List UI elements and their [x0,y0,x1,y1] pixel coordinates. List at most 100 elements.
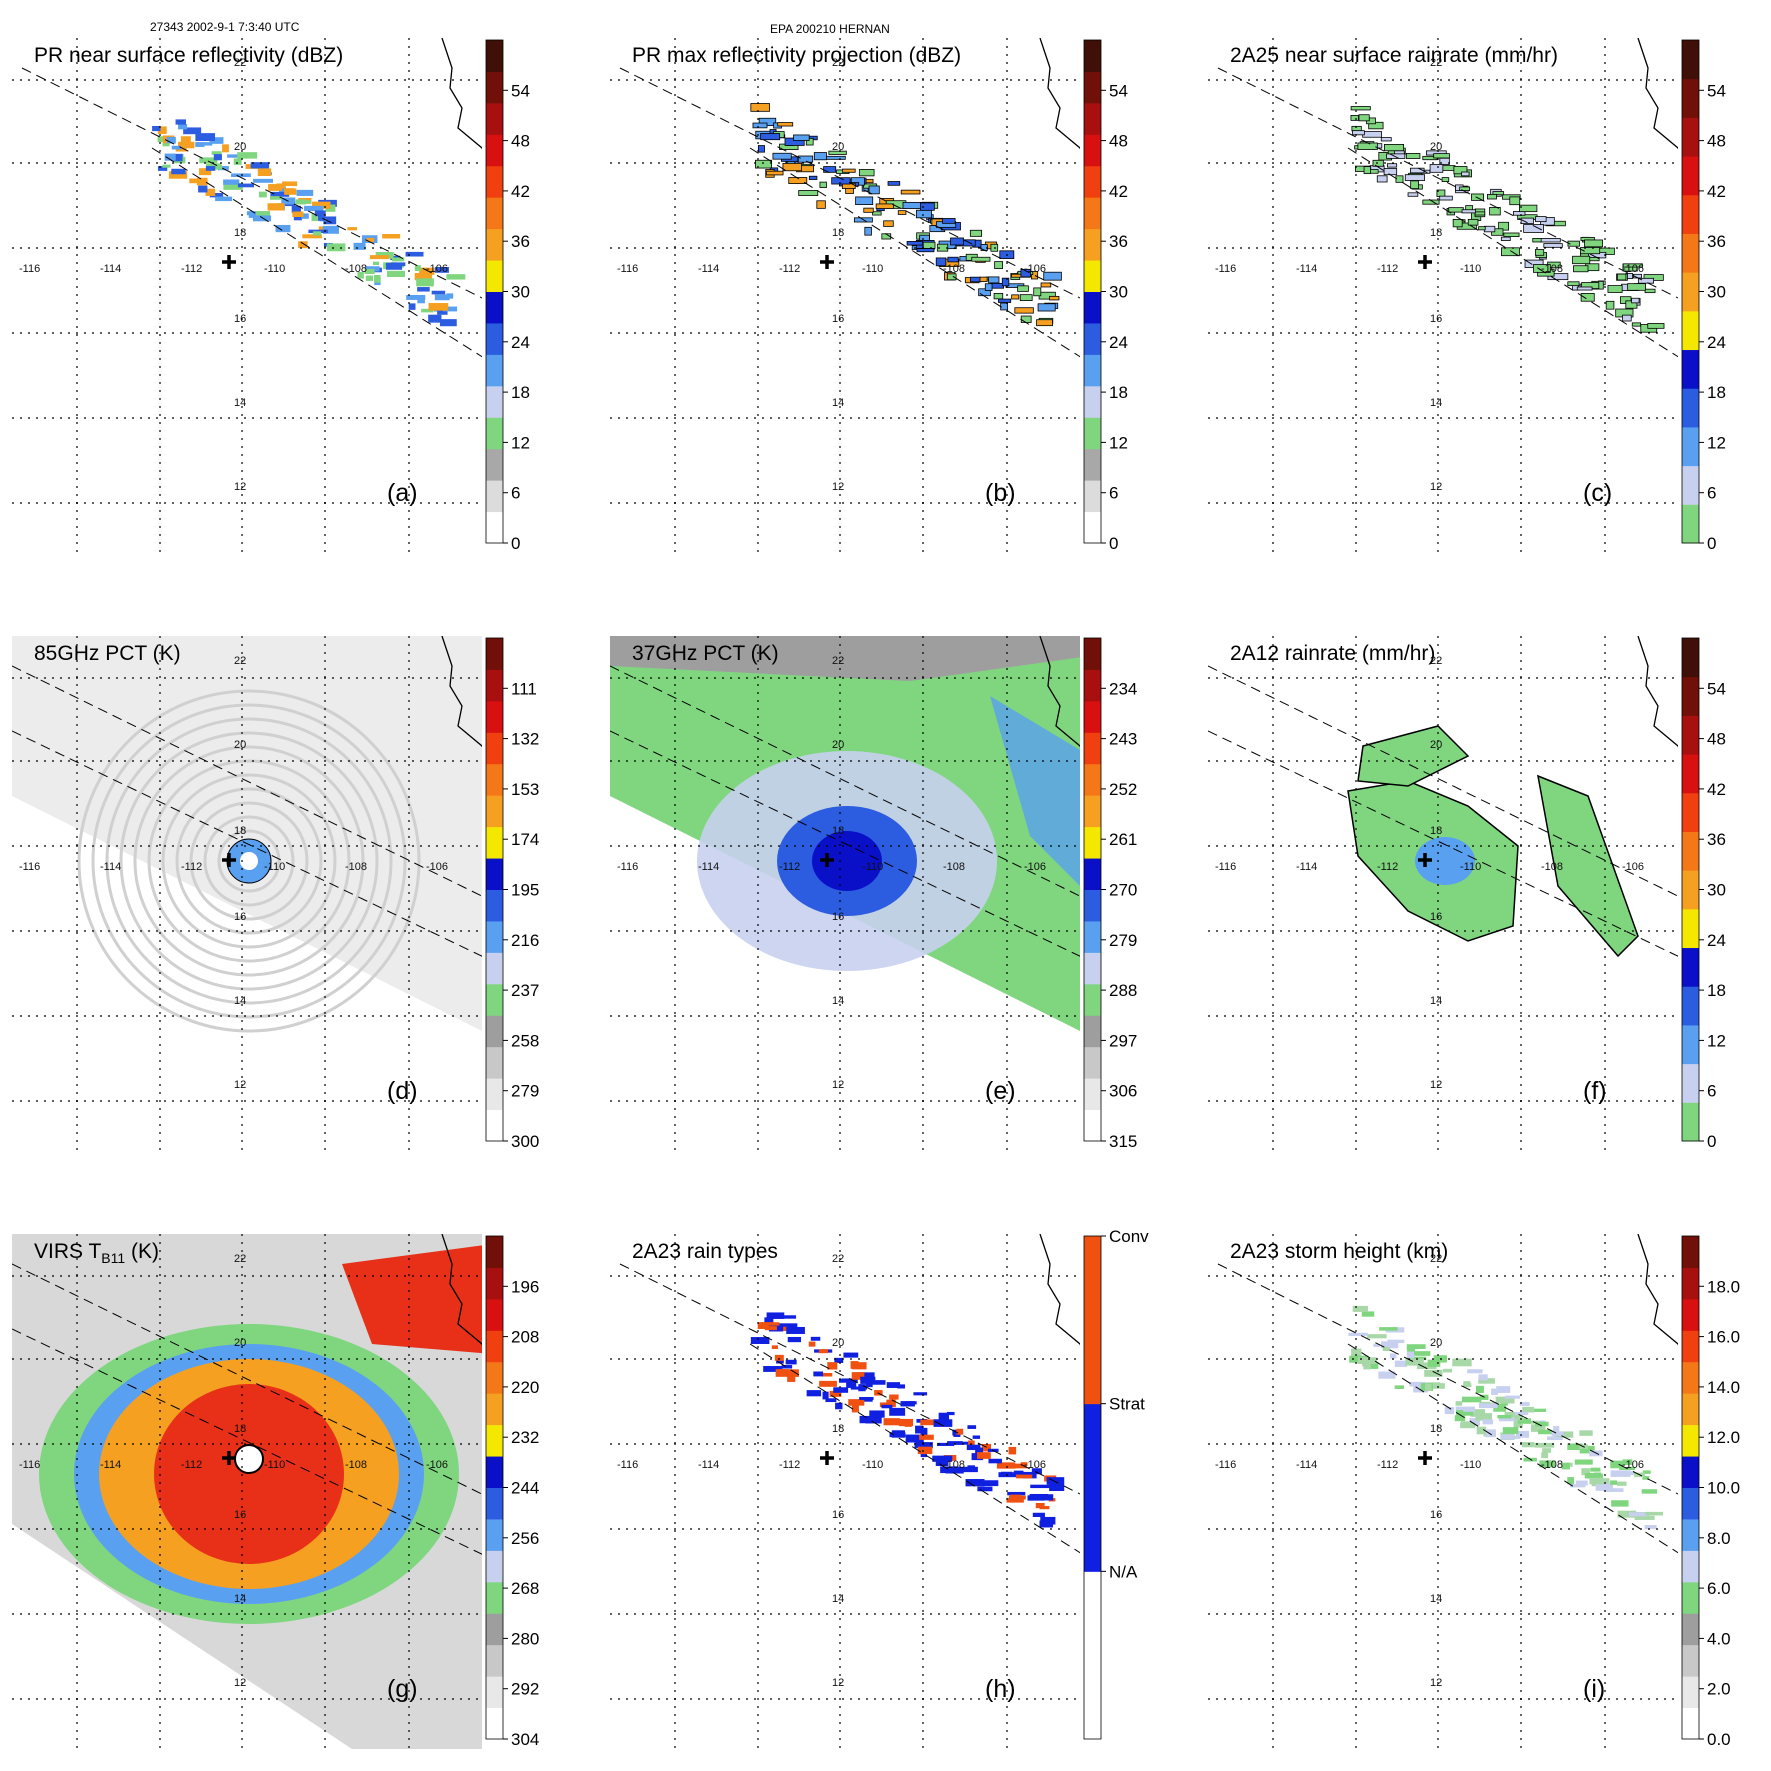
precip-cell [785,1369,799,1377]
precip-cell [1617,273,1627,281]
precip-cell [1590,1467,1601,1472]
precip-cell [946,1411,955,1416]
precip-cell [828,150,847,155]
colorbar-tick-label: 24 [1707,931,1726,950]
lon-tick-label: -106 [1622,263,1644,275]
precip-cell [173,153,183,162]
lon-tick-label: -114 [698,1459,719,1471]
precip-cell [819,181,827,188]
lon-tick-label: -110 [264,861,285,873]
precip-cell [825,155,846,160]
precip-cell [905,1434,924,1443]
swath-edge [12,1328,482,1555]
precip-cell [1523,224,1544,233]
lat-tick-label: 16 [234,911,246,923]
colorbar-tick-label: 42 [1707,780,1726,799]
precip-cell [1454,1415,1466,1422]
precip-cell [227,154,245,158]
precip-cell [369,255,389,260]
precip-cell [965,1479,985,1487]
precip-cell [199,168,212,176]
lat-tick-label: 20 [234,141,246,153]
precip-cell [1641,1489,1658,1494]
colorbar-tick-label: 54 [511,81,530,100]
precip-cell [1352,1305,1368,1312]
precip-cell [889,1432,906,1438]
lon-tick-label: -106 [1622,1459,1644,1471]
colorbar-tick-label: 30 [1707,881,1726,900]
colorbar-segment [486,952,503,985]
precip-cell [967,1425,977,1429]
title-subscript: B11 [101,1250,125,1266]
precip-cell [326,243,346,252]
colorbar-tick-label: 6 [511,484,520,503]
rain-band [1537,774,1639,958]
precip-cell [428,314,442,323]
precip-cell [1031,1468,1042,1475]
precip-cell [1496,1386,1511,1393]
precip-cell [175,119,187,125]
colorbar-segment [1084,354,1101,387]
colorbar-segment [486,1078,503,1111]
colorbar-segment [1682,1644,1699,1677]
orbit-time-header: 27343 2002-9-1 7:3:40 UTC [150,20,300,34]
colorbar-tick-label: 12 [1707,1031,1726,1050]
colorbar-segment [1084,763,1101,796]
precip-cell [889,1407,906,1416]
panel-title: 85GHz PCT (K) [34,642,181,665]
precip-cell [312,201,331,209]
colorbar-segment [486,732,503,765]
lat-tick-label: 18 [832,227,844,239]
colorbar-segment [1682,792,1699,832]
lat-tick-label: 22 [234,1253,246,1265]
precip-cell [777,1315,797,1319]
precip-cell [301,200,312,204]
precip-cell [779,1369,790,1377]
precip-cell [209,193,224,198]
data-field-d: -116 -114 -112 -110 -108 -106 22 20 18 16 14 12 [12,636,482,1151]
precip-cell [237,152,258,159]
panel-e: -116 -114 -112 -110 -108 -106 22 20 18 16 14 12 37GH… [610,636,1137,1151]
precip-cell [1000,302,1008,311]
precip-cell [859,1415,870,1424]
coastline [1039,636,1080,748]
precip-cell [1553,1426,1560,1432]
colorbar-tick-label: 36 [1707,830,1726,849]
precip-cell [1373,1343,1380,1347]
colorbar-tick-label: N/A [1109,1562,1138,1581]
swath-edge [1208,665,1678,897]
precip-cell [1486,194,1497,200]
colorbar-tick-label: Strat [1109,1395,1145,1414]
colorbar-tick-label: 4.0 [1707,1629,1731,1648]
precip-cell [1372,159,1384,167]
precip-cell [1567,1443,1583,1451]
lon-tick-label: -112 [181,263,202,275]
precip-cell [875,203,894,209]
precip-cell [1008,1463,1027,1469]
colorbar-segment [1084,197,1101,230]
precip-cell [1460,1422,1476,1429]
precip-cell [171,145,182,150]
colorbar-segment [1682,1676,1699,1709]
precip-cell [1020,268,1032,278]
precip-cell [231,173,251,177]
lat-tick-label: 16 [1430,911,1442,923]
precip-cell [1617,1481,1627,1486]
precip-cell [834,1357,844,1364]
colorbar-segment [1084,228,1101,261]
lon-tick-label: -116 [617,1459,638,1471]
precip-cell [382,234,401,239]
colorbar-segment [1084,1078,1101,1111]
precip-cell [365,275,374,281]
precip-cell [1035,1503,1045,1509]
colorbar: 0 6 12 18 24 30 36 42 48 54 [1083,39,1128,553]
precip-cell [1509,196,1521,206]
colorbar-segment [1682,349,1699,389]
precip-cell [1504,1411,1518,1418]
precip-cell [879,1402,896,1408]
precip-cell [787,1376,796,1382]
panel-b: -116 -114 -112 -110 -108 -106 22 20 18 16 14 12 PR m… [610,38,1128,553]
precip-cell [437,307,448,315]
lat-tick-label: 16 [1430,1509,1442,1521]
precip-cell [786,1326,805,1334]
